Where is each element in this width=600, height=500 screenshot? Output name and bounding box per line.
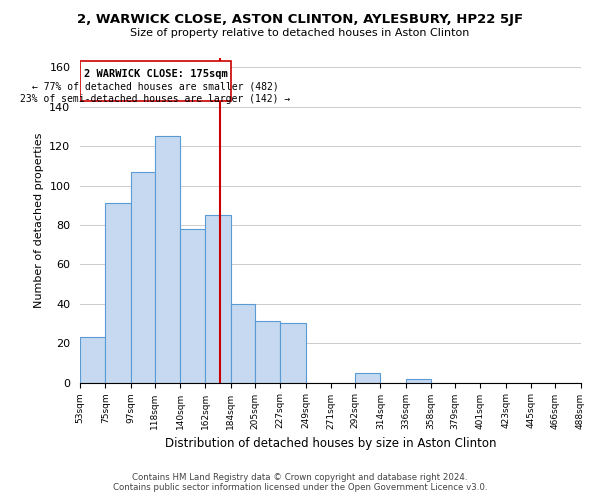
Bar <box>406 378 431 382</box>
Bar <box>106 204 131 382</box>
Bar <box>155 136 180 382</box>
Text: 23% of semi-detached houses are larger (142) →: 23% of semi-detached houses are larger (… <box>20 94 290 104</box>
Bar <box>80 338 106 382</box>
Text: 2 WARWICK CLOSE: 175sqm: 2 WARWICK CLOSE: 175sqm <box>83 68 227 78</box>
Text: ← 77% of detached houses are smaller (482): ← 77% of detached houses are smaller (48… <box>32 82 279 92</box>
Bar <box>355 372 380 382</box>
Bar <box>131 172 155 382</box>
Text: Size of property relative to detached houses in Aston Clinton: Size of property relative to detached ho… <box>130 28 470 38</box>
Bar <box>255 322 280 382</box>
Text: Contains HM Land Registry data © Crown copyright and database right 2024.
Contai: Contains HM Land Registry data © Crown c… <box>113 473 487 492</box>
Bar <box>231 304 255 382</box>
Bar <box>180 229 205 382</box>
Bar <box>280 324 305 382</box>
X-axis label: Distribution of detached houses by size in Aston Clinton: Distribution of detached houses by size … <box>164 437 496 450</box>
Bar <box>205 215 231 382</box>
Y-axis label: Number of detached properties: Number of detached properties <box>34 132 44 308</box>
FancyBboxPatch shape <box>80 62 231 101</box>
Text: 2, WARWICK CLOSE, ASTON CLINTON, AYLESBURY, HP22 5JF: 2, WARWICK CLOSE, ASTON CLINTON, AYLESBU… <box>77 12 523 26</box>
